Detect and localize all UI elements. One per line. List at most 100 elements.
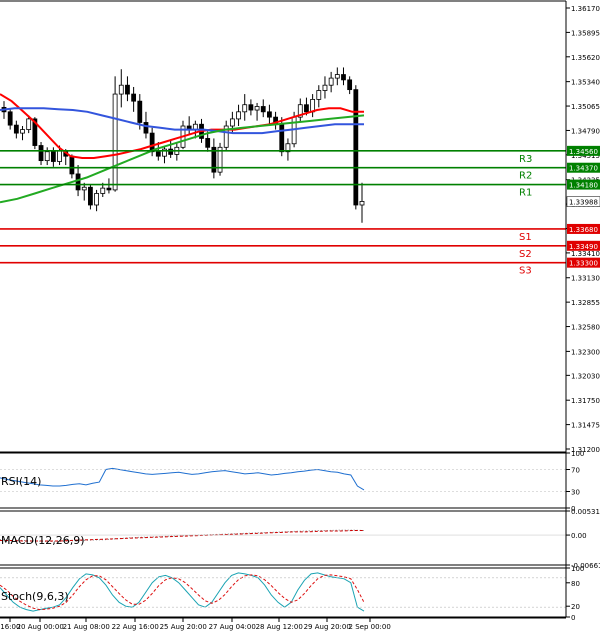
candle-body-36 — [223, 125, 229, 148]
candle-body-54 — [334, 74, 340, 79]
candle-body-42 — [260, 106, 266, 113]
level-value-S3: 1.33300 — [569, 260, 598, 268]
candle-body-38 — [236, 111, 241, 120]
candle-body-4 — [26, 118, 32, 130]
candle-body-22 — [137, 100, 143, 123]
time-tick-label-8: 2 Sep 00:00 — [349, 623, 391, 631]
price-tick-label-5: 1.34790 — [571, 127, 600, 135]
time-tick-label-6: 28 Aug 12:00 — [256, 623, 303, 631]
g-macd-tick-label-2: -0.006611 — [571, 562, 600, 570]
price-tick-label-11: 1.33130 — [571, 275, 600, 283]
candle-body-5 — [32, 118, 38, 146]
price-tick-label-16: 1.31750 — [571, 397, 600, 405]
level-name-R3: R3 — [519, 154, 532, 165]
candle-body-19 — [118, 84, 124, 95]
g-stoch-label: Stoch(9,6,3) — [1, 590, 69, 603]
time-tick-label-7: 29 Aug 20:00 — [304, 623, 351, 631]
candle-body-40 — [248, 104, 254, 111]
rsi-panel: 100 70 30 0 RSI(14) — [0, 450, 584, 513]
candle-body-21 — [131, 93, 137, 102]
macd-panel: 0.005316 0.00 -0.006611 MACD(12,26,9) — [0, 508, 600, 570]
level-badge-S3 — [567, 257, 600, 268]
time-tick-label-0: 16:00 — [0, 623, 20, 631]
level-value-S2: 1.33490 — [569, 243, 598, 251]
price-tick-label-15: 1.32030 — [571, 372, 600, 380]
candle-body-16 — [100, 187, 106, 194]
candle-body-14 — [88, 186, 93, 206]
candle-body-8 — [50, 151, 56, 162]
candle-body-34 — [211, 146, 217, 173]
price-tick-label-2: 1.35620 — [571, 54, 600, 62]
candle-body-33 — [205, 138, 211, 148]
g-stoch-line-d — [0, 574, 365, 611]
g-stoch-tick-label-1: 80 — [571, 580, 580, 588]
candle-body-24 — [149, 132, 155, 153]
level-badge-S1 — [567, 223, 600, 234]
time-tick-label-4: 25 Aug 20:00 — [160, 623, 207, 631]
level-badge-S2 — [567, 240, 600, 251]
candle-body-2 — [13, 124, 19, 134]
time-tick-label-5: 27 Aug 04:00 — [209, 623, 256, 631]
candle-body-35 — [217, 146, 223, 173]
price-tick-label-4: 1.35065 — [571, 103, 600, 111]
time-tick-label-2: 21 Aug 08:00 — [63, 623, 110, 631]
level-badge-R1 — [567, 179, 600, 190]
candle-body-3 — [20, 129, 25, 134]
ma-line-slow — [0, 114, 365, 204]
price-tick-label-1: 1.35895 — [571, 29, 600, 37]
candle-body-15 — [94, 193, 99, 206]
level-name-S3: S3 — [519, 266, 532, 277]
price-tick-label-10: 1.33410 — [571, 250, 600, 258]
price-tick-label-13: 1.32580 — [571, 324, 600, 332]
level-name-R1: R1 — [519, 188, 532, 199]
candle-body-1 — [7, 111, 13, 126]
g-macd-tick-label-0: 0.005316 — [571, 508, 600, 516]
price-tick-label-14: 1.32300 — [571, 348, 600, 356]
g-rsi-tick-label-0: 100 — [571, 450, 584, 458]
time-tick-label-1: 20 Aug 00:00 — [17, 623, 64, 631]
candle-body-20 — [125, 84, 130, 95]
level-value-R2: 1.34370 — [569, 165, 598, 173]
candle-body-12 — [75, 173, 81, 191]
candle-body-48 — [297, 104, 303, 118]
price-tick-label-0: 1.36170 — [571, 5, 600, 13]
price-tick-label-12: 1.32855 — [571, 299, 600, 307]
candle-body-58 — [359, 201, 365, 206]
level-name-R2: R2 — [519, 171, 532, 182]
candle-body-41 — [254, 106, 260, 111]
g-stoch-tick-label-2: 20 — [571, 603, 580, 611]
price-tick-label-3: 1.35340 — [571, 79, 600, 87]
level-value-R1: 1.34180 — [569, 182, 598, 190]
g-rsi-line-rsi — [0, 467, 365, 491]
ma-line-medium — [0, 107, 364, 135]
candle-body-47 — [291, 116, 297, 145]
candle-body-53 — [328, 77, 334, 86]
candle-body-56 — [347, 79, 353, 91]
candle-body-43 — [267, 111, 272, 118]
candle-body-51 — [316, 90, 322, 100]
candle-body-37 — [229, 118, 235, 127]
candle-body-17 — [106, 187, 112, 191]
current-price-label: 1.33988 — [569, 199, 598, 207]
candle-body-46 — [285, 143, 291, 153]
time-tick-label-3: 22 Aug 16:00 — [112, 623, 159, 631]
level-badge-R2 — [567, 162, 600, 173]
candle-body-52 — [322, 84, 328, 91]
g-stoch-tick-label-0: 100 — [571, 565, 584, 573]
candles — [1, 67, 365, 223]
g-stoch-tick-label-3: 0 — [571, 614, 575, 622]
g-rsi-tick-label-2: 30 — [571, 489, 580, 497]
candle-body-7 — [44, 151, 50, 162]
g-macd-tick-label-1: 0.00 — [571, 532, 587, 540]
candle-body-11 — [69, 155, 75, 175]
current-price-badge — [566, 196, 600, 207]
level-badge-R3 — [567, 145, 600, 156]
level-name-S1: S1 — [519, 232, 532, 243]
candle-body-49 — [304, 104, 309, 113]
g-macd-line-signal — [0, 530, 364, 542]
candle-body-45 — [279, 123, 285, 153]
g-stoch-line-k — [0, 572, 365, 612]
level-name-S2: S2 — [519, 249, 532, 260]
